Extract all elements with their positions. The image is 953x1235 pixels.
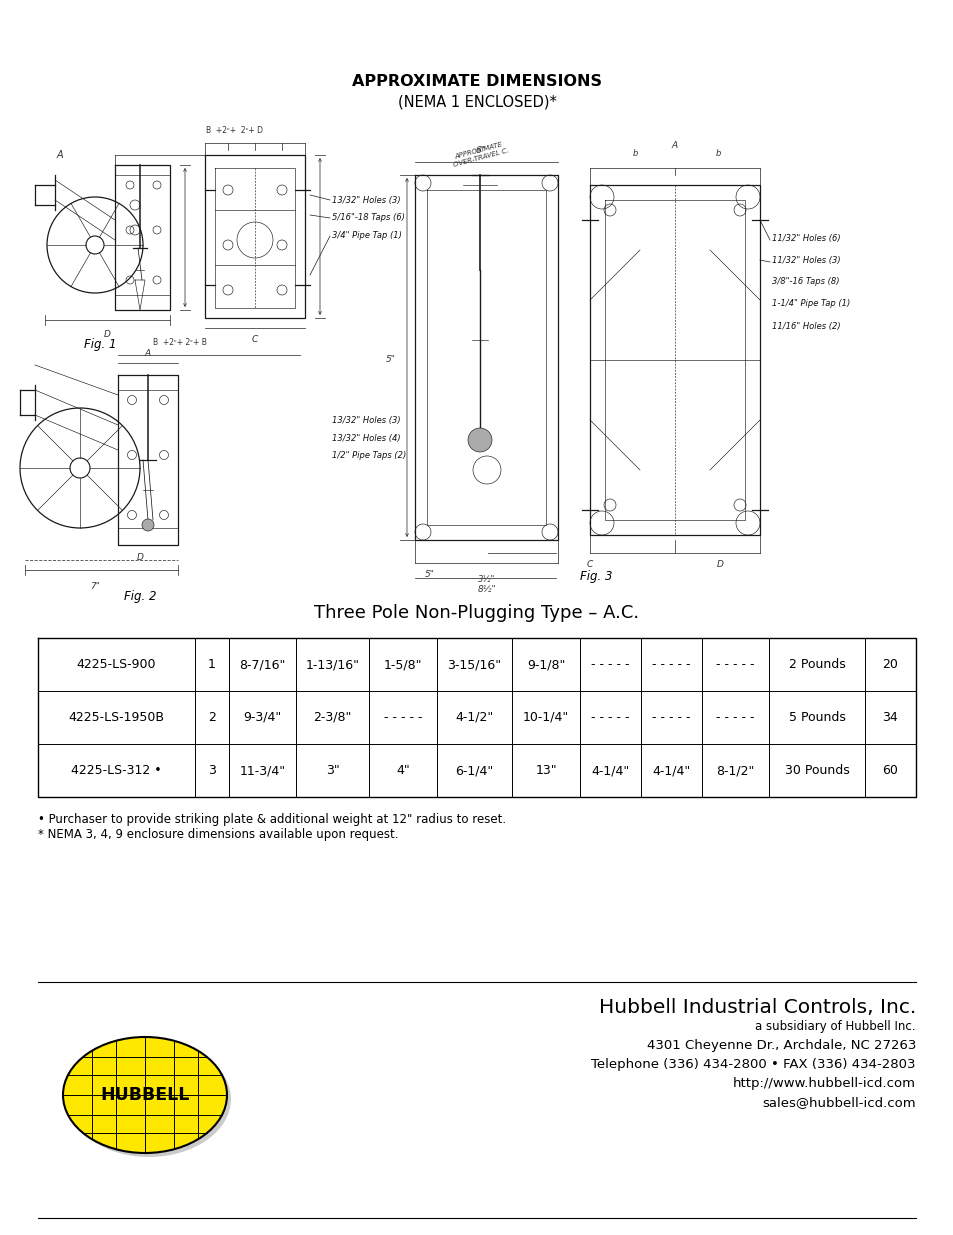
Text: 11/32" Holes (3): 11/32" Holes (3) (771, 256, 840, 264)
Text: 2 Pounds: 2 Pounds (788, 658, 844, 671)
Text: (NEMA 1 ENCLOSED)*: (NEMA 1 ENCLOSED)* (397, 95, 556, 110)
Text: 13": 13" (535, 764, 557, 777)
Text: 4-1/4": 4-1/4" (652, 764, 690, 777)
Text: 1-13/16": 1-13/16" (305, 658, 359, 671)
Text: 3: 3 (208, 764, 215, 777)
Text: 1: 1 (208, 658, 215, 671)
Text: - - - - -: - - - - - (652, 711, 690, 724)
Text: a subsidiary of Hubbell Inc.: a subsidiary of Hubbell Inc. (755, 1020, 915, 1032)
Text: 3½": 3½" (477, 576, 496, 584)
Text: - - - - -: - - - - - (716, 658, 754, 671)
Text: 9-1/8": 9-1/8" (526, 658, 565, 671)
Text: 4-1/4": 4-1/4" (591, 764, 629, 777)
Text: 3-15/16": 3-15/16" (447, 658, 501, 671)
Text: Hubbell Industrial Controls, Inc.: Hubbell Industrial Controls, Inc. (598, 998, 915, 1016)
Circle shape (142, 519, 153, 531)
Text: * NEMA 3, 4, 9 enclosure dimensions available upon request.: * NEMA 3, 4, 9 enclosure dimensions avai… (38, 827, 398, 841)
Ellipse shape (67, 1041, 231, 1157)
Text: b: b (632, 149, 637, 158)
Text: Fig. 3: Fig. 3 (579, 571, 612, 583)
Text: 10-1/4": 10-1/4" (522, 711, 569, 724)
Text: - - - - -: - - - - - (591, 658, 629, 671)
Text: - - - - -: - - - - - (591, 711, 629, 724)
Text: 20: 20 (882, 658, 898, 671)
Text: 30 Pounds: 30 Pounds (783, 764, 848, 777)
Text: 4225-LS-312 •: 4225-LS-312 • (71, 764, 161, 777)
Text: 60: 60 (882, 764, 898, 777)
Text: 11/16" Holes (2): 11/16" Holes (2) (771, 321, 840, 331)
Text: 11/32" Holes (6): 11/32" Holes (6) (771, 233, 840, 242)
Text: b: b (715, 149, 720, 158)
Text: 4301 Cheyenne Dr., Archdale, NC 27263: 4301 Cheyenne Dr., Archdale, NC 27263 (646, 1039, 915, 1052)
Text: D: D (104, 330, 111, 338)
Text: 9-3/4": 9-3/4" (243, 711, 281, 724)
Text: 13/32" Holes (3): 13/32" Holes (3) (332, 415, 400, 425)
Text: 5": 5" (425, 571, 435, 579)
Text: 13/32" Holes (4): 13/32" Holes (4) (332, 433, 400, 442)
Text: 13/32" Holes (3): 13/32" Holes (3) (332, 195, 400, 205)
Text: Fig. 1: Fig. 1 (84, 338, 116, 351)
Text: D: D (136, 553, 143, 562)
Text: 3": 3" (326, 764, 339, 777)
Text: 3/4" Pipe Tap (1): 3/4" Pipe Tap (1) (332, 231, 401, 241)
Text: 34: 34 (882, 711, 898, 724)
Text: 5 Pounds: 5 Pounds (788, 711, 844, 724)
Text: HUBBELL: HUBBELL (100, 1086, 190, 1104)
Text: C: C (586, 559, 593, 569)
Text: 1/2" Pipe Taps (2): 1/2" Pipe Taps (2) (332, 452, 406, 461)
Text: 3/8"-16 Taps (8): 3/8"-16 Taps (8) (771, 278, 839, 287)
Text: 1-1/4" Pipe Tap (1): 1-1/4" Pipe Tap (1) (771, 300, 849, 309)
Text: http://www.hubbell-icd.com: http://www.hubbell-icd.com (732, 1077, 915, 1091)
Circle shape (468, 429, 492, 452)
Text: - - - - -: - - - - - (383, 711, 422, 724)
Text: 6-1/4": 6-1/4" (455, 764, 493, 777)
Text: 7": 7" (90, 582, 100, 592)
Text: B  +2ᶜ+ 2ᶜ+ B: B +2ᶜ+ 2ᶜ+ B (152, 338, 207, 347)
Text: APPROXIMATE DIMENSIONS: APPROXIMATE DIMENSIONS (352, 74, 601, 89)
Text: 11-3/4": 11-3/4" (239, 764, 285, 777)
Text: 2: 2 (208, 711, 215, 724)
Text: 4-1/2": 4-1/2" (455, 711, 493, 724)
Text: • Purchaser to provide striking plate & additional weight at 12" radius to reset: • Purchaser to provide striking plate & … (38, 813, 506, 826)
Text: D: D (716, 559, 722, 569)
Text: A: A (56, 149, 63, 161)
Text: 1-5/8": 1-5/8" (383, 658, 422, 671)
Text: 4225-LS-1950B: 4225-LS-1950B (69, 711, 164, 724)
Text: 6": 6" (475, 146, 484, 156)
Text: 8-1/2": 8-1/2" (716, 764, 754, 777)
Text: sales@hubbell-icd.com: sales@hubbell-icd.com (761, 1095, 915, 1109)
Text: 5/16"-18 Taps (6): 5/16"-18 Taps (6) (332, 214, 404, 222)
Text: 8-7/16": 8-7/16" (239, 658, 285, 671)
Text: - - - - -: - - - - - (716, 711, 754, 724)
Text: A: A (145, 350, 151, 358)
Text: - - - - -: - - - - - (652, 658, 690, 671)
Text: C: C (252, 335, 258, 345)
Text: 4225-LS-900: 4225-LS-900 (76, 658, 156, 671)
Text: 4": 4" (395, 764, 410, 777)
Text: 5": 5" (386, 356, 395, 364)
Text: 8½": 8½" (477, 585, 496, 594)
Text: A: A (671, 141, 678, 149)
Text: Telephone (336) 434-2800 • FAX (336) 434-2803: Telephone (336) 434-2800 • FAX (336) 434… (591, 1058, 915, 1071)
Ellipse shape (63, 1037, 227, 1153)
Text: B  +2ᶜ+  2ᶜ+ D: B +2ᶜ+ 2ᶜ+ D (206, 126, 263, 135)
Text: Three Pole Non-Plugging Type – A.C.: Three Pole Non-Plugging Type – A.C. (314, 604, 639, 622)
Text: 2-3/8": 2-3/8" (314, 711, 352, 724)
Text: APPROXIMATE
OVER-TRAVEL C.: APPROXIMATE OVER-TRAVEL C. (450, 141, 509, 168)
Text: Fig. 2: Fig. 2 (124, 590, 156, 603)
